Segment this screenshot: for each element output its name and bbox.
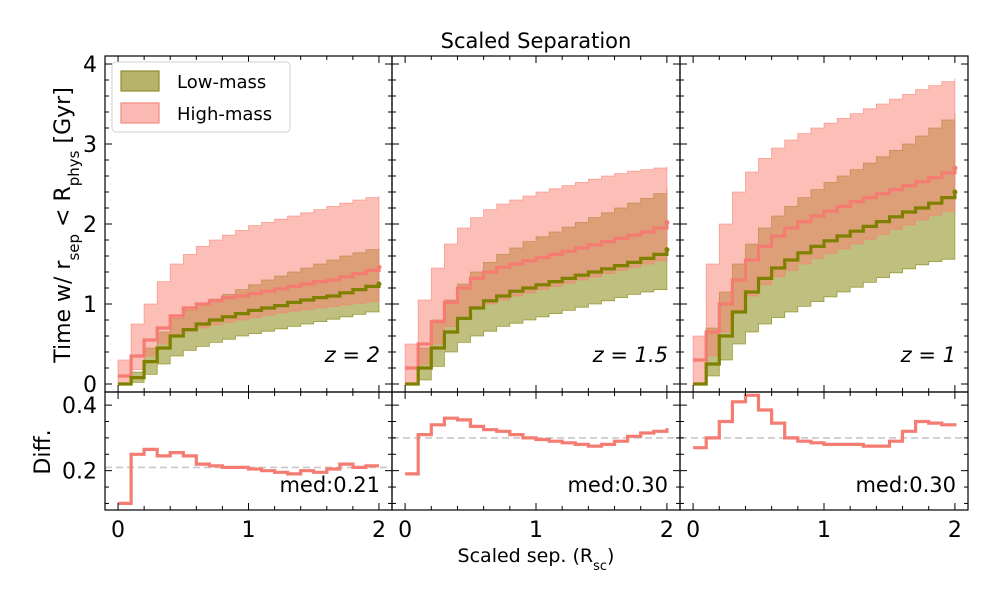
difference-line: [693, 393, 957, 450]
endpoint-low-mass: [664, 247, 670, 253]
endpoint-low-mass: [952, 189, 958, 195]
redshift-label: z = 2: [324, 343, 380, 367]
difference-line: [405, 416, 669, 476]
x-tick-label: 0: [398, 518, 412, 543]
band-high-mass: [404, 166, 668, 385]
median-line-high-mass: [693, 168, 957, 362]
x-tick-label: 2: [660, 518, 674, 543]
y-tick-label: 0.2: [62, 460, 97, 485]
x-tick-label: 2: [948, 518, 962, 543]
median-label: med:0.21: [279, 473, 380, 497]
bottom-y-axis-label: Diff.: [31, 429, 56, 474]
x-axis-label: Scaled sep. (Rsc): [458, 545, 615, 574]
x-tick-label: 1: [242, 518, 256, 543]
endpoint-high-mass: [952, 165, 958, 171]
median-line-low-mass: [693, 192, 957, 386]
y-tick-label: 1: [83, 293, 97, 318]
band-high-mass: [117, 196, 380, 385]
figure-title: Scaled Separation: [441, 29, 632, 53]
bottom-panel-1: med:0.21 0.2 0.4 0 1 2: [62, 391, 393, 543]
median-line-low-mass: [118, 284, 381, 386]
x-tick-label: 0: [111, 518, 125, 543]
median-line-low-mass: [405, 249, 669, 386]
x-tick-label: 0: [686, 518, 700, 543]
legend: Low-mass High-mass: [111, 61, 291, 133]
difference-line: [118, 447, 379, 505]
bottom-panel-3: med:0.30 0 1 2: [679, 391, 969, 543]
median-label: med:0.30: [855, 473, 956, 497]
y-tick-label: 2: [83, 213, 97, 238]
bottom-panel-2: med:0.30 0 1 2: [391, 391, 681, 543]
y-tick-label: 0.4: [62, 394, 97, 419]
redshift-label: z = 1: [900, 343, 956, 367]
top-y-axis-label: Time w/ rsep < Rphys [Gyr]: [51, 87, 83, 364]
endpoint-low-mass: [376, 281, 382, 287]
median-label: med:0.30: [567, 473, 668, 497]
band-high-mass: [692, 78, 956, 385]
x-tick-label: 1: [529, 518, 543, 543]
legend-label-high-mass: High-mass: [177, 104, 272, 125]
y-tick-label: 0: [83, 373, 97, 398]
legend-swatch-low-mass: [120, 70, 160, 92]
x-tick-label: 2: [372, 518, 386, 543]
legend-swatch-high-mass: [120, 102, 160, 124]
y-tick-label: 4: [83, 53, 97, 78]
median-line-high-mass: [118, 267, 381, 378]
median-line-high-mass: [405, 222, 669, 370]
x-tick-label: 1: [817, 518, 831, 543]
y-tick-label: 3: [83, 133, 97, 158]
redshift-label: z = 1.5: [592, 343, 668, 367]
top-panel-3: z = 1: [679, 55, 969, 393]
legend-label-low-mass: Low-mass: [177, 72, 266, 93]
top-panel-2: z = 1.5: [391, 55, 681, 393]
endpoint-high-mass: [376, 264, 382, 270]
endpoint-high-mass: [664, 219, 670, 225]
